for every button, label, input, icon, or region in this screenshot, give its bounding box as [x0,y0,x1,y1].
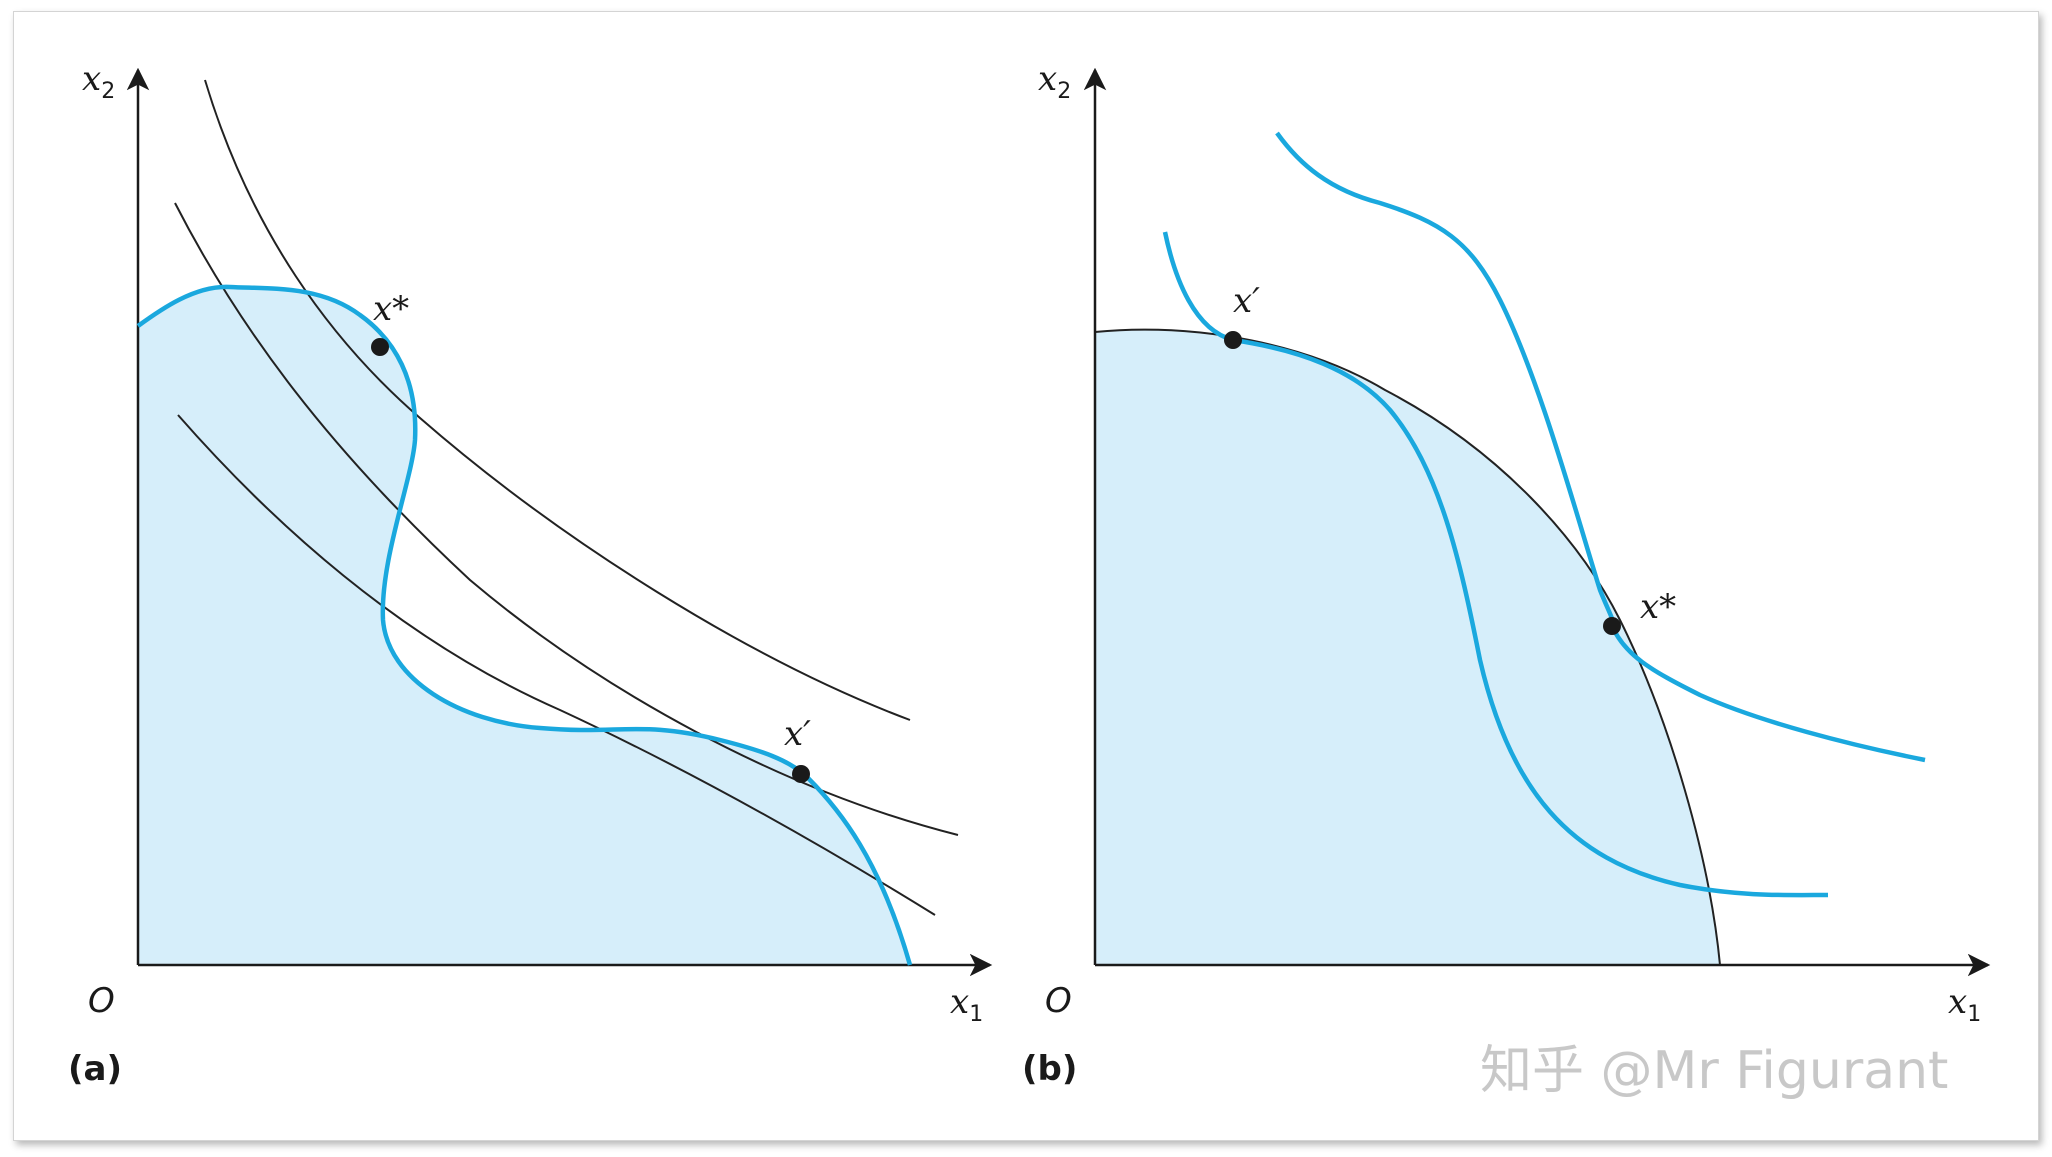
panel-a-feasible-region [138,286,910,966]
panel-b-origin-label: O [1045,981,1072,1021]
panel-a-x-axis-label: x1 [950,982,983,1027]
panel-a: x* x′ x2 x1 O (a) [68,59,993,1089]
panel-b-level-curve-high [1275,131,1926,763]
panel-a-level-curve-low [177,414,936,916]
panel-a-level-curve-high [204,79,911,721]
panel-b: x′ x* x2 x1 O (b) [1022,59,1991,1089]
panel-b-point-optimum-label: x* [1640,587,1676,627]
panel-b-x-axis-label: x1 [1948,982,1981,1027]
panel-a-point-other-label: x′ [784,714,811,754]
panel-b-feasible-region [1095,329,1720,965]
panel-a-point-optimum [371,338,389,356]
panel-a-label: (a) [68,1049,122,1089]
panel-a-y-axis-label: x2 [82,59,115,104]
panel-b-y-axis-label: x2 [1038,59,1071,104]
panel-a-origin-label: O [88,981,115,1021]
panel-b-point-other-label: x′ [1233,281,1260,321]
panel-a-point-optimum-label: x* [373,289,409,329]
watermark-text: 知乎 @Mr Figurant [1480,1041,1948,1101]
panel-b-point-optimum [1603,617,1621,635]
panel-b-point-other [1224,331,1242,349]
panel-a-point-other [792,765,810,783]
panel-b-constraint-curve [1094,328,1721,966]
panel-b-label: (b) [1022,1049,1077,1089]
